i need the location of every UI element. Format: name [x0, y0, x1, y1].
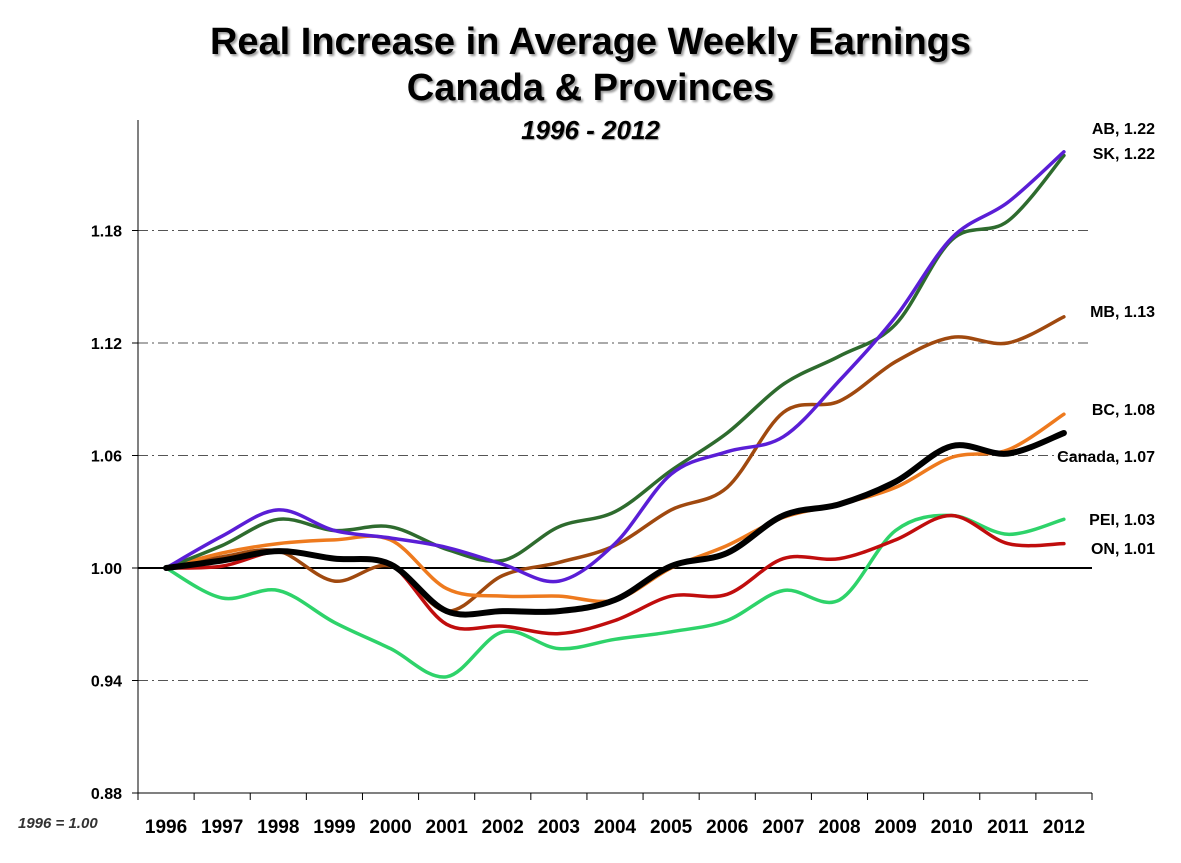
- x-tick-label: 2006: [706, 817, 748, 838]
- x-tick-label: 2000: [369, 817, 411, 838]
- x-tick-label: 1998: [257, 817, 299, 838]
- x-tick-label: 2010: [931, 817, 973, 838]
- x-tick-label: 2002: [482, 817, 524, 838]
- y-tick-label: 1.06: [91, 449, 122, 466]
- base-year-note: 1996 = 1.00: [18, 815, 98, 832]
- series-line-on: [164, 513, 1066, 636]
- x-tick-label: 1997: [201, 817, 243, 838]
- chart-title-block: Real Increase in Average Weekly Earnings…: [0, 20, 1181, 146]
- end-label-bc: BC, 1.08: [1092, 402, 1155, 419]
- y-tick-label: 0.94: [91, 674, 122, 691]
- series-line-sk: [164, 153, 1066, 570]
- y-tick-label: 1.00: [91, 561, 122, 578]
- x-tick-label: 1999: [313, 817, 355, 838]
- y-tick-label: 0.88: [91, 786, 122, 803]
- x-tick-label: 2004: [594, 817, 637, 838]
- end-label-mb: MB, 1.13: [1090, 304, 1155, 321]
- series-line-pei: [164, 513, 1066, 679]
- x-tick-label: 2003: [538, 817, 580, 838]
- end-label-canada: Canada, 1.07: [1057, 449, 1155, 466]
- series-line-canada: [163, 430, 1067, 618]
- gridlines: [138, 230, 1092, 681]
- end-label-sk: SK, 1.22: [1093, 146, 1155, 163]
- axes: 1.18 1.12 1.06 1.00 0.94 0.88 1996 1997 1998 1999…: [91, 120, 1093, 838]
- chart-title: Real Increase in Average Weekly Earnings: [209, 21, 972, 63]
- end-labels: AB, 1.22 SK, 1.22 MB, 1.13 BC, 1.08 Canada, …: [1057, 121, 1155, 558]
- x-tick-label: 2007: [762, 817, 804, 838]
- y-tick-label: 1.12: [91, 336, 122, 353]
- end-label-on: ON, 1.01: [1091, 541, 1155, 558]
- chart-subtitle: 1996 - 2012: [521, 115, 660, 146]
- end-label-ab: AB, 1.22: [1092, 121, 1155, 138]
- x-tick-label: 2011: [987, 817, 1029, 838]
- x-tick-label: 2005: [650, 817, 693, 838]
- end-label-pei: PEI, 1.03: [1089, 512, 1155, 529]
- series-line-ab: [164, 150, 1066, 584]
- y-tick-label: 1.18: [91, 224, 122, 241]
- x-tick-label: 2008: [818, 817, 860, 838]
- x-tick-label: 2009: [874, 817, 916, 838]
- series-lines: [163, 150, 1067, 679]
- x-tick-label: 1996: [145, 817, 187, 838]
- series-line-bc: [164, 412, 1066, 604]
- x-tick-label: 2001: [426, 817, 469, 838]
- chart-title-line2: Canada & Provinces: [406, 66, 775, 109]
- x-tick-label: 2012: [1043, 817, 1085, 838]
